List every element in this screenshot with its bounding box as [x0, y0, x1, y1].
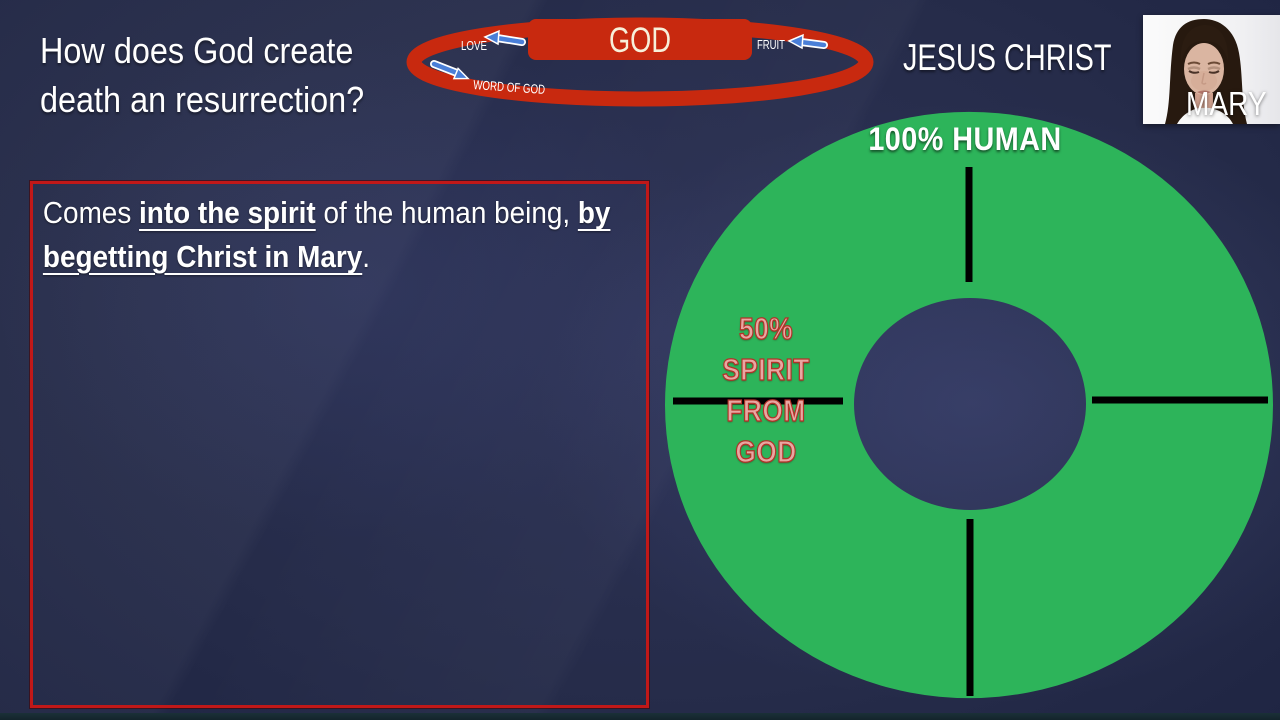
jesus-christ-heading: JESUS CHRIST [903, 37, 1112, 78]
love-label: LOVE [461, 38, 487, 53]
composition-donut-chart [665, 111, 1273, 699]
love-arrow-icon [483, 29, 526, 46]
portrait-shirt [1177, 107, 1233, 124]
page-title: How does God create death an resurrection… [40, 26, 418, 124]
statement-box: Comes into the spirit of the human being… [30, 181, 649, 708]
portrait-eyebrow-left [1187, 61, 1201, 65]
fruit-label: FRUIT [757, 37, 785, 52]
portrait-eyebrow-right [1207, 61, 1221, 65]
statement-seg-normal2: of the human being, [315, 195, 578, 230]
mary-photo [1143, 15, 1280, 124]
portrait-cheek-shading [1191, 71, 1217, 91]
mary-caption: MARY [1186, 85, 1267, 122]
portrait-eyeshadow-right [1207, 66, 1221, 71]
word-of-god-label: WORD OF GOD [473, 77, 546, 97]
god-box-label: GOD [609, 21, 671, 60]
statement-seg-period: . [362, 239, 370, 274]
god-cycle-diagram: GOD LOVE FRUIT WORD OF GOD [406, 17, 874, 107]
fruit-arrow-icon [787, 33, 828, 50]
donut-ring [665, 111, 1273, 699]
donut-label-spirit: 50% SPIRIT FROM GOD [698, 308, 834, 472]
god-box [528, 19, 752, 60]
donut-label-human: 100% HUMAN [868, 121, 1062, 157]
portrait-eye-left-closed [1188, 70, 1200, 74]
statement-seg-emphasis1: into the spirit [139, 195, 316, 230]
portrait-nose [1201, 72, 1207, 85]
word-of-god-arrow-icon [430, 60, 470, 80]
title-line-1: How does God create [40, 30, 354, 71]
mary-portrait-illustration [1143, 15, 1280, 124]
statement-seg-emphasis2b: begetting Christ in Mary [42, 239, 363, 274]
portrait-eyeshadow-left [1187, 66, 1201, 71]
donut-label-spirit-line2: FROM GOD [726, 392, 806, 469]
bottom-edge-strip [0, 713, 1280, 720]
statement-text: Comes into the spirit of the human being… [33, 184, 673, 279]
statement-seg-normal1: Comes [42, 195, 140, 230]
portrait-eye-right-closed [1208, 70, 1220, 74]
portrait-hairline [1180, 25, 1229, 63]
donut-label-spirit-line1: 50% SPIRIT [722, 310, 810, 387]
portrait-lips [1197, 90, 1211, 94]
title-line-2: death an resurrection? [40, 79, 365, 120]
statement-seg-emphasis2a: by [577, 195, 611, 230]
